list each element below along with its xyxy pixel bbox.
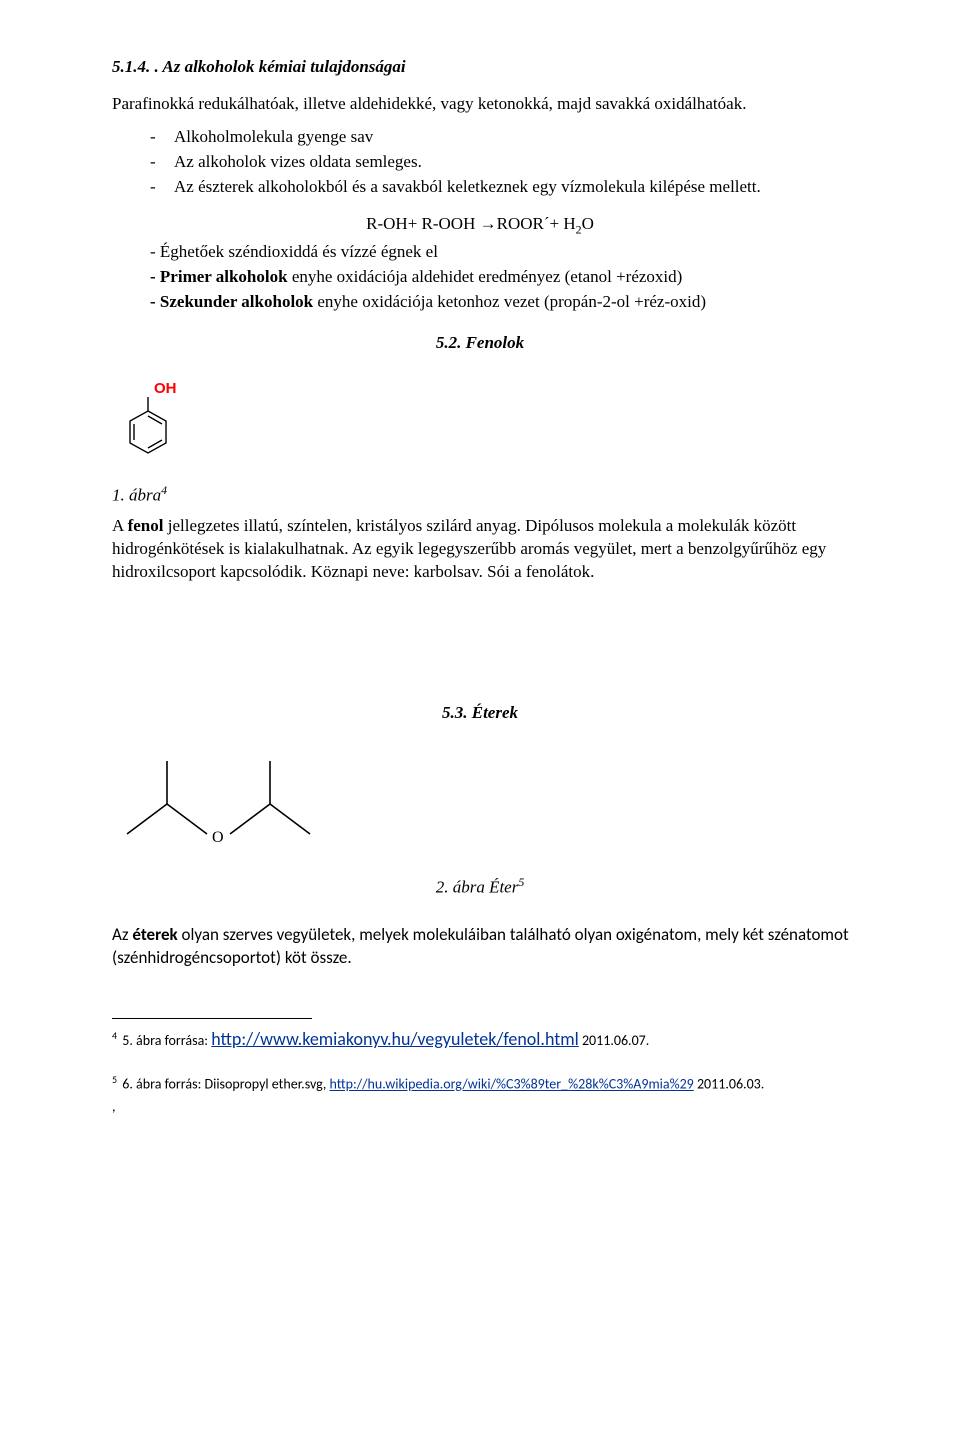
ether-structure-image: O — [112, 749, 872, 866]
dash-icon: - — [150, 151, 160, 174]
dash-icon: - — [150, 176, 160, 199]
reaction-equation: R-OH+ R-OOH →ROOR´+ H2O — [88, 213, 872, 237]
footnote-4: 4 5. ábra forrása: http://www.kemiakonyv… — [112, 1027, 872, 1051]
fig1-label: 1. ábra — [112, 485, 161, 504]
reaction-text-b: O — [582, 214, 594, 233]
phenol-structure-image: OH — [112, 379, 872, 476]
fn5-pre: 6. ábra forrás: Diisopropyl ether.svg, — [119, 1076, 329, 1093]
section-52-heading: 5.2. Fenolok — [88, 332, 872, 355]
szekunder-rest: enyhe oxidációja ketonhoz vezet (propán-… — [313, 292, 706, 311]
szekunder-label: - Szekunder alkoholok — [150, 292, 313, 311]
fn5-post: 2011.06.03. — [694, 1076, 765, 1093]
fn4-post: 2011.06.07. — [579, 1032, 650, 1049]
dash-icon: - — [150, 126, 160, 149]
bullet-text: Az észterek alkoholokból és a savakból k… — [174, 176, 761, 199]
bullet-text: Alkoholmolekula gyenge sav — [174, 126, 373, 149]
figure-2-caption: 2. ábra Éter5 — [88, 874, 872, 900]
fig1-sup: 4 — [161, 483, 167, 497]
fig2-sup: 5 — [518, 875, 524, 889]
bullet-list: - Alkoholmolekula gyenge sav - Az alkoho… — [150, 126, 872, 199]
fig2-text: 2. ábra Éter — [436, 878, 519, 897]
fn4-sup: 4 — [112, 1029, 117, 1042]
primer-label: - Primer alkoholok — [150, 267, 288, 286]
svg-text:OH: OH — [154, 380, 177, 397]
bullet-item: - Alkoholmolekula gyenge sav — [150, 126, 872, 149]
dash-line-eghetoek: - Éghetőek széndioxiddá és vízzé égnek e… — [150, 241, 872, 264]
footnote-5: 5 6. ábra forrás: Diisopropyl ether.svg,… — [112, 1073, 872, 1095]
trailing-comma: , — [112, 1098, 872, 1117]
bullet-text: Az alkoholok vizes oldata semleges. — [174, 151, 422, 174]
eterek-lead: Az — [112, 924, 132, 945]
dash-line-szekunder: - Szekunder alkoholok enyhe oxidációja k… — [150, 291, 872, 314]
bullet-item: - Az észterek alkoholokból és a savakból… — [150, 176, 872, 199]
eterek-bold: éterek — [132, 924, 177, 945]
section-title: . Az alkoholok kémiai tulajdonságai — [155, 57, 406, 76]
fenol-paragraph: A fenol jellegzetes illatú, színtelen, k… — [112, 515, 872, 584]
eterek-paragraph: Az éterek olyan szerves vegyületek, mely… — [112, 924, 872, 970]
svg-text:O: O — [212, 829, 224, 846]
primer-rest: enyhe oxidációja aldehidet eredményez (e… — [288, 267, 683, 286]
section-53-heading: 5.3. Éterek — [88, 702, 872, 725]
fn5-sup: 5 — [112, 1073, 117, 1086]
fenol-bold: fenol — [128, 516, 164, 535]
section-514-heading: 5.1.4. . Az alkoholok kémiai tulajdonság… — [112, 56, 872, 79]
dash-line-primer: - Primer alkoholok enyhe oxidációja alde… — [150, 266, 872, 289]
fn4-link[interactable]: http://www.kemiakonyv.hu/vegyuletek/feno… — [211, 1028, 579, 1050]
section-num: 5.1.4. — [112, 57, 150, 76]
eterek-rest: olyan szerves vegyületek, melyek molekul… — [112, 924, 849, 968]
figure-1-caption: 1. ábra4 — [112, 482, 872, 508]
reaction-text-a: R-OH+ R-OOH →ROOR´+ H — [366, 214, 575, 233]
intro-paragraph: Parafinokká redukálhatóak, illetve aldeh… — [112, 93, 872, 116]
bullet-item: - Az alkoholok vizes oldata semleges. — [150, 151, 872, 174]
fn5-link[interactable]: http://hu.wikipedia.org/wiki/%C3%89ter_%… — [330, 1076, 694, 1093]
fn4-pre: 5. ábra forrása: — [119, 1032, 211, 1049]
footnote-separator — [112, 1018, 312, 1019]
